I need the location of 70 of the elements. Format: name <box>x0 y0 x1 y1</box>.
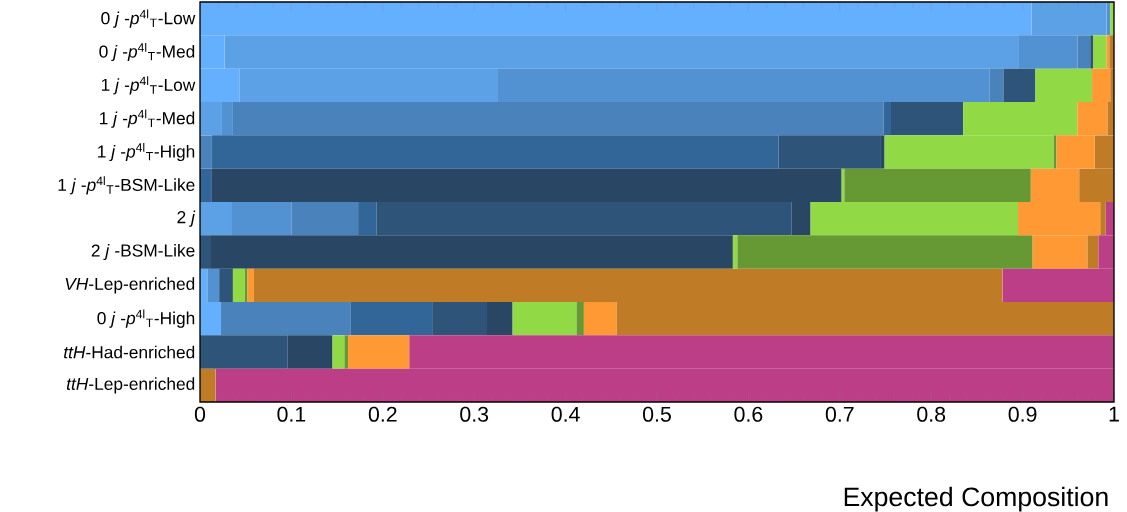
bar <box>737 235 1033 269</box>
bar <box>200 368 216 403</box>
bar <box>497 68 990 102</box>
x-tick-label: 0.7 <box>825 406 854 422</box>
x-tick-label: 0.6 <box>734 406 763 422</box>
bar <box>344 335 349 369</box>
bar <box>1018 35 1078 69</box>
bar <box>778 135 881 169</box>
x-tick-label: 0.1 <box>277 406 306 422</box>
bar <box>1092 35 1107 69</box>
y-tick-label: 0 j -p$^{4l}$$_{T}$-Med <box>99 42 195 62</box>
bar <box>880 135 885 169</box>
x-tick-label: 1 <box>1109 406 1119 422</box>
bar <box>207 268 220 302</box>
x-tick-label: 0.4 <box>551 406 580 422</box>
y-tick-label: 1 j -p$^{4l}$$_{T}$-Low <box>101 76 196 95</box>
y-tick-label: 1 j -p$^{4l}$$_{T}$-Med <box>100 109 195 128</box>
y-tick-label: 1 j -p$^{4l}$$_{T}$-BSM-Like <box>58 176 195 195</box>
bar <box>200 135 212 169</box>
bar <box>1077 35 1091 69</box>
x-tick-label: 0.5 <box>643 406 671 422</box>
bar <box>221 302 351 336</box>
x-tick-label: 0.8 <box>917 406 946 422</box>
bar <box>1090 35 1093 69</box>
bar <box>1003 68 1036 102</box>
bar <box>332 335 345 369</box>
bar <box>358 202 377 236</box>
bar <box>583 302 617 336</box>
bar <box>883 102 891 136</box>
y-tick-label: 2 j -BSM-Like <box>91 243 195 261</box>
bar <box>200 102 222 136</box>
bar <box>232 268 245 302</box>
y-tick-label: ttH-Lep-enriched <box>66 377 195 394</box>
y-tick-label: 0 j -p$^{4l}$$_{T}$-Low <box>101 9 196 28</box>
bar <box>291 202 359 236</box>
bar <box>1031 2 1107 36</box>
y-tick-label: ttH-Had-enriched <box>64 345 195 359</box>
y-tick-label: 2 j <box>177 210 196 227</box>
bar <box>576 302 584 336</box>
bar <box>200 335 288 369</box>
y-tick-label: 1 j -p$^{4l}$$_{T}$-High <box>98 142 195 162</box>
x-tick-label: 0 <box>194 406 206 422</box>
bar <box>200 168 212 203</box>
bar <box>210 235 733 269</box>
bar <box>232 102 884 136</box>
x-tick-label: 0.3 <box>460 406 489 422</box>
bar <box>1087 235 1099 269</box>
bar <box>376 202 792 236</box>
y-tick-label: 0 j -p$^{4l}$$_{T}$-High <box>97 309 195 328</box>
bar <box>247 268 254 302</box>
x-axis-title: Expected Composition <box>844 486 1108 512</box>
bar <box>232 202 292 236</box>
bar <box>512 302 577 336</box>
bar <box>432 302 487 336</box>
bar <box>350 302 433 336</box>
x-tick-label: 0.2 <box>368 406 397 422</box>
bar <box>221 102 233 136</box>
bar <box>244 268 248 302</box>
bar <box>287 335 333 369</box>
bar <box>211 135 779 169</box>
bar <box>219 268 233 302</box>
bar <box>487 302 513 336</box>
bar <box>200 202 232 236</box>
bar <box>844 168 1031 203</box>
bar <box>989 68 1004 102</box>
bar <box>890 102 964 136</box>
bar <box>200 235 211 269</box>
x-tick-label: 0.9 <box>1008 406 1037 422</box>
y-tick-label: VH-Lep-enriched <box>65 277 195 294</box>
bar <box>348 335 410 369</box>
